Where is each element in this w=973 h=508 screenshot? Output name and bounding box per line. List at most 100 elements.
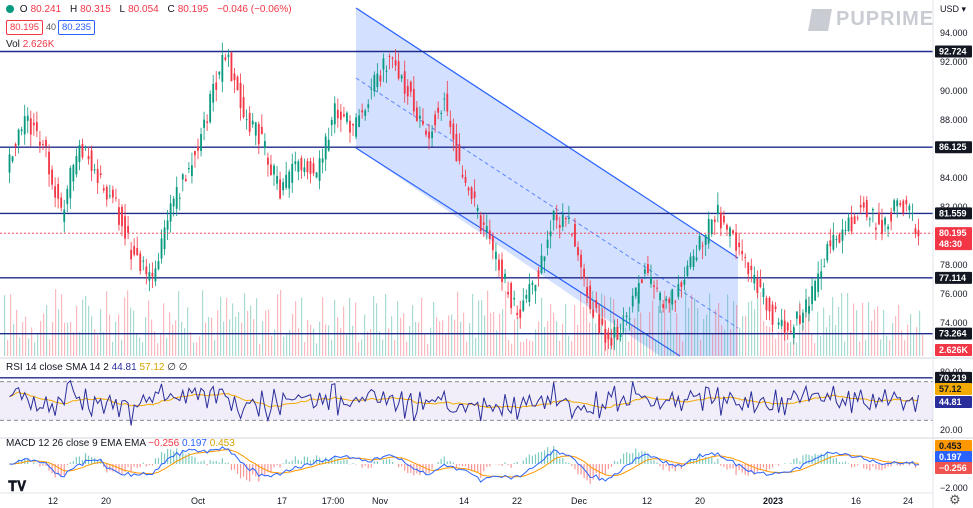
last-price-tag-text: 80.195 xyxy=(939,228,967,238)
candle-body xyxy=(762,288,765,297)
volume-bar xyxy=(733,301,735,356)
bid-button[interactable]: 80.195 xyxy=(6,20,44,35)
volume-bar xyxy=(76,305,78,356)
volume-bar xyxy=(907,324,909,356)
level-tag-5-text: 70.219 xyxy=(939,373,967,383)
macd-hist-bar xyxy=(337,458,339,464)
macd-hist-bar xyxy=(714,462,716,464)
candle-body xyxy=(732,230,734,234)
volume-bar xyxy=(628,341,630,356)
candle-body xyxy=(263,141,266,149)
symbol-dot-icon xyxy=(6,5,14,14)
volume-bar xyxy=(289,329,291,356)
macd-hist-bar xyxy=(650,460,652,464)
candle-body xyxy=(899,202,902,206)
time-axis[interactable]: 12 20 Oct 17 17:00 Nov 14 22 Dec 12 20 2023 16 24 xyxy=(0,492,933,506)
candle-body xyxy=(29,118,32,135)
volume-bar xyxy=(292,313,294,356)
ohlc-change: −0.046 (−0.06%) xyxy=(217,4,292,15)
candle-body xyxy=(501,259,503,283)
candle-body xyxy=(175,187,178,209)
gear-icon[interactable]: ⚙ xyxy=(949,492,961,507)
candle-body xyxy=(729,227,731,237)
macd-hist-bar xyxy=(516,461,518,464)
macd-hist-bar xyxy=(474,464,476,472)
volume-bar xyxy=(439,321,441,356)
macd-hist-bar xyxy=(57,464,59,475)
volume-bar xyxy=(427,343,429,356)
macd-hist-bar xyxy=(550,450,552,464)
macd-hist-bar xyxy=(817,454,819,464)
candle-body xyxy=(628,318,631,320)
macd-hist-bar xyxy=(382,460,385,464)
macd-hist-bar xyxy=(896,464,898,466)
macd-hist-bar xyxy=(595,464,597,474)
macd-hist-bar xyxy=(464,464,467,467)
volume-bar xyxy=(772,333,774,356)
price-axis[interactable]: 94.00092.00090.00088.00086.00084.00082.0… xyxy=(932,0,972,508)
macd-hist-bar xyxy=(282,463,284,464)
volume-bar xyxy=(586,290,588,356)
volume-bar xyxy=(256,298,258,356)
candle-body xyxy=(598,314,601,333)
volume-bar xyxy=(538,321,540,356)
macd-hist-bar xyxy=(398,464,400,468)
macd-hist-bar xyxy=(796,457,798,464)
candle-body xyxy=(659,292,661,301)
volume-bar xyxy=(295,301,297,356)
price-tick-label: 78.000 xyxy=(940,260,968,270)
volume-bar xyxy=(718,302,720,356)
candle-body xyxy=(124,216,126,239)
macd-hist-bar xyxy=(410,464,412,474)
candle-body xyxy=(327,139,330,151)
volume-tag-bg xyxy=(935,344,972,356)
volume-bar xyxy=(676,313,678,356)
volume-bar xyxy=(487,290,489,356)
volume-bar xyxy=(127,290,129,356)
candle-body xyxy=(385,70,388,72)
volume-bar xyxy=(703,318,705,356)
volume-bar xyxy=(361,339,363,356)
macd-hist-bar xyxy=(489,464,491,467)
candle-body xyxy=(330,119,333,126)
regression-channel xyxy=(355,7,739,357)
volume-bar xyxy=(433,301,435,356)
candle-body xyxy=(118,207,120,225)
candle-body xyxy=(336,109,339,119)
macd-hist-bar xyxy=(890,464,892,467)
candle-body xyxy=(698,236,701,250)
volume-bar xyxy=(922,334,924,356)
candle-body xyxy=(516,312,519,315)
volume-bar xyxy=(601,293,603,356)
candle-body xyxy=(647,264,649,274)
candle-body xyxy=(847,217,850,232)
macd-pane xyxy=(0,437,973,484)
candle-body xyxy=(367,104,370,108)
volume-bar xyxy=(910,314,912,356)
volume-bar xyxy=(151,319,153,356)
candle-body xyxy=(69,168,72,199)
last-price-tag: 80.195 xyxy=(935,227,972,240)
ask-button[interactable]: 80.235 xyxy=(58,20,96,35)
macd-hist-bar xyxy=(206,464,208,466)
candle-body xyxy=(215,82,218,90)
macd-hist-bar xyxy=(540,451,543,464)
volume-bar xyxy=(898,304,900,356)
volume-bar xyxy=(460,321,462,356)
candle-body xyxy=(805,299,807,313)
macd-hist-bar xyxy=(583,464,585,478)
ohlc-close: C 80.195 xyxy=(167,4,209,15)
candle-body xyxy=(747,262,750,275)
candle-body xyxy=(826,244,829,261)
candle-body xyxy=(102,188,105,191)
macd-hist-bar xyxy=(504,462,506,464)
rsi-value-tag-bg xyxy=(935,396,972,408)
volume-bar xyxy=(199,336,201,356)
currency-label[interactable]: USD ▾ xyxy=(940,4,967,14)
volume-bar xyxy=(436,317,438,356)
macd-hist-bar xyxy=(616,461,619,464)
volume-bar xyxy=(142,342,144,356)
candle-body xyxy=(446,93,449,112)
volume-bar xyxy=(331,339,333,356)
